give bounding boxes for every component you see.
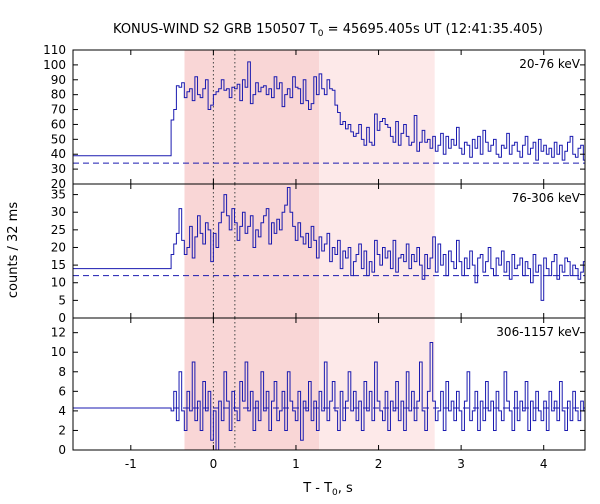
x-tick-label: 2 [375, 457, 383, 471]
y-tick-label: 60 [51, 117, 66, 131]
y-tick-label: 90 [51, 73, 66, 87]
y-tick-label: 2 [58, 423, 66, 437]
y-tick-label: 25 [51, 223, 66, 237]
y-tick-label: 5 [58, 293, 66, 307]
y-tick-label: 30 [51, 162, 66, 176]
y-tick-label: 40 [51, 147, 66, 161]
y-tick-label: 4 [58, 404, 66, 418]
y-tick-label: 6 [58, 384, 66, 398]
x-tick-label: 4 [540, 457, 548, 471]
panel-energy-label: 20-76 keV [519, 57, 581, 71]
y-tick-label: 20 [51, 240, 66, 254]
interval-band-1 [184, 318, 320, 450]
x-tick-label: 0 [210, 457, 218, 471]
x-tick-label: 3 [457, 457, 465, 471]
y-tick-label: 0 [58, 311, 66, 325]
y-tick-label: 70 [51, 103, 66, 117]
panel-energy-label: 306-1157 keV [496, 325, 580, 339]
y-tick-label: 10 [51, 276, 66, 290]
y-tick-label: 35 [51, 188, 66, 202]
light-curve-series [73, 61, 585, 161]
y-tick-label: 15 [51, 258, 66, 272]
x-axis-label: T - T0, s [302, 481, 353, 498]
y-tick-label: 0 [58, 443, 66, 457]
y-tick-label: 10 [51, 345, 66, 359]
panel-energy-label: 76-306 keV [512, 191, 581, 205]
y-tick-label: 12 [51, 326, 66, 340]
y-tick-label: 50 [51, 132, 66, 146]
y-tick-label: 100 [43, 58, 66, 72]
x-tick-label: -1 [125, 457, 137, 471]
light-curve-series [73, 187, 585, 301]
panel-frame [72, 317, 586, 451]
x-tick-label: 1 [292, 457, 300, 471]
chart-title: KONUS-WIND S2 GRB 150507 T0 = 45695.405s… [113, 22, 543, 39]
y-axis-label: counts / 32 ms [6, 202, 21, 298]
y-tick-label: 110 [43, 43, 66, 57]
panel-2: 0 5 10 15 20 25 30 35 76-306 keV [51, 183, 586, 325]
light-curve-series [73, 341, 585, 451]
interval-band-1 [184, 184, 320, 318]
y-tick-label: 30 [51, 205, 66, 219]
y-tick-label: 20 [51, 177, 66, 191]
y-tick-label: 80 [51, 88, 66, 102]
y-tick-label: 8 [58, 365, 66, 379]
interval-band-1 [184, 50, 320, 184]
